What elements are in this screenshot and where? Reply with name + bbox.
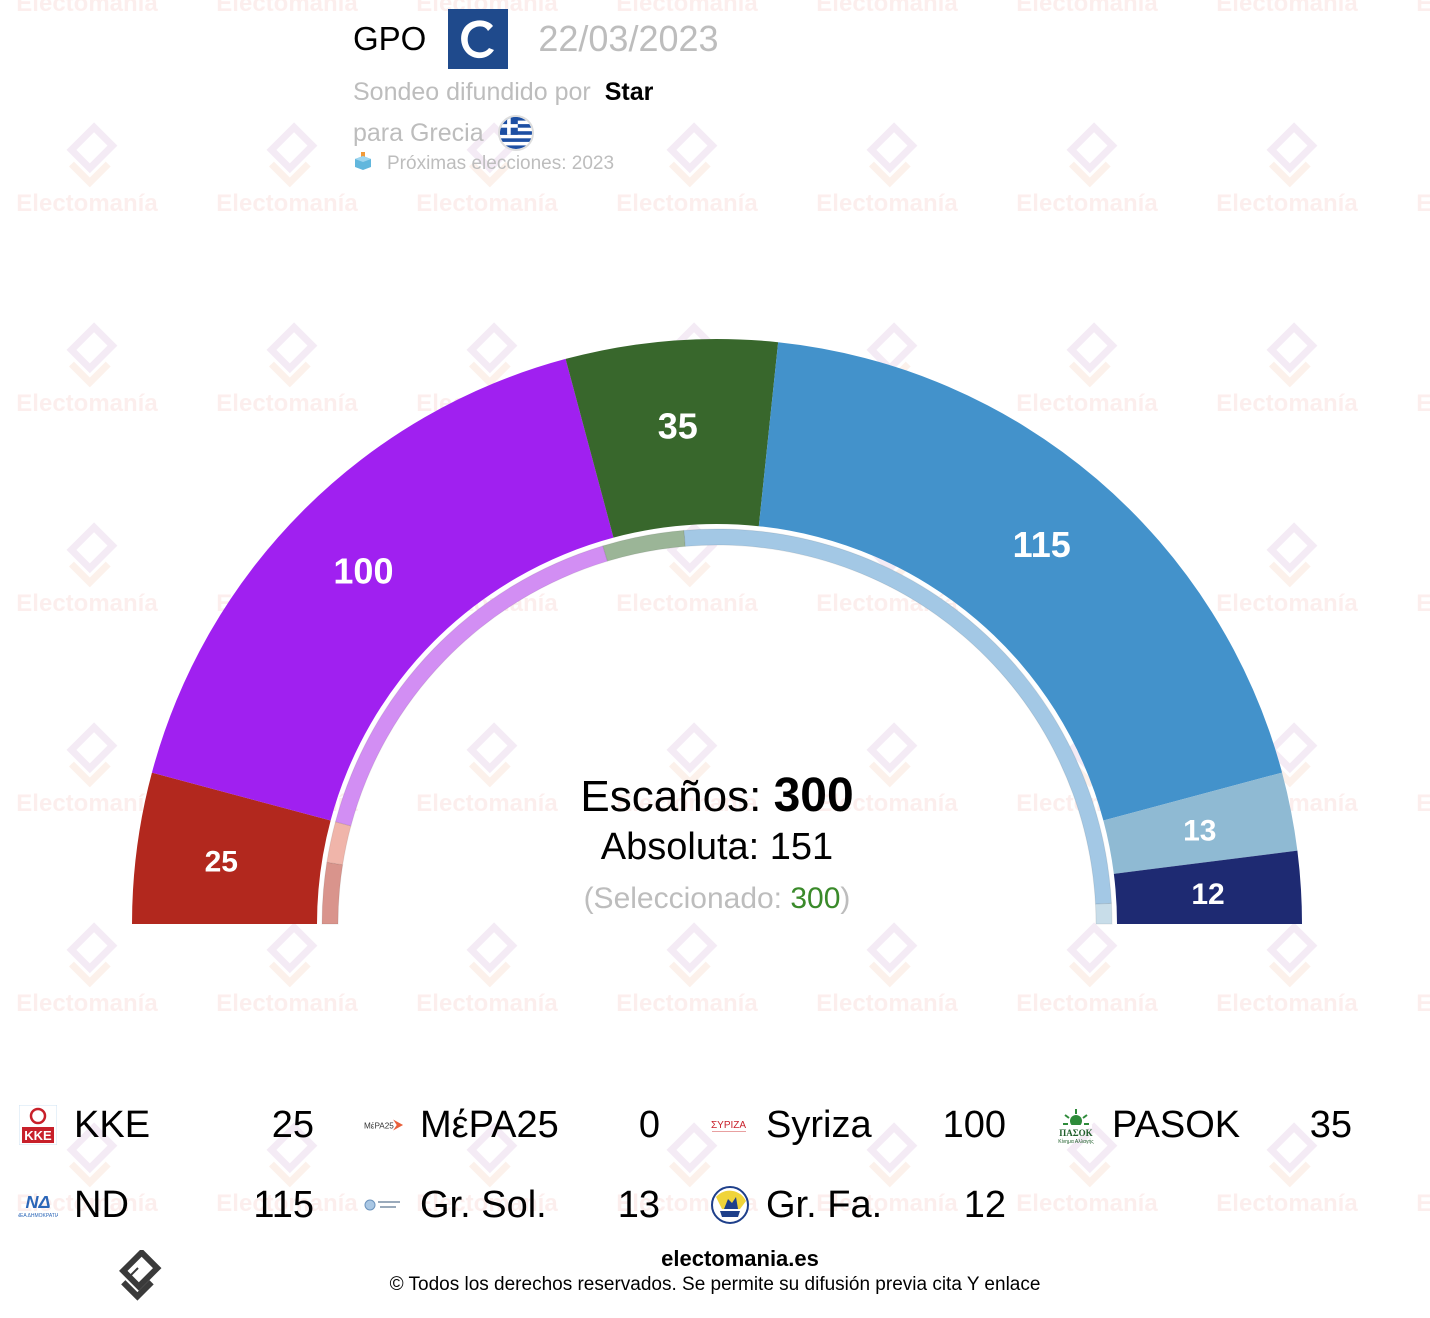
svg-text:Κίνημα Αλλαγής: Κίνημα Αλλαγής xyxy=(1058,1138,1094,1145)
gpo-logo-icon xyxy=(448,9,509,69)
legend-value: 115 xyxy=(253,1184,314,1226)
greek-solution-logo-icon xyxy=(364,1185,404,1225)
seat-segment-nd[interactable] xyxy=(758,342,1283,821)
svg-text:ΠΑΣΟΚ: ΠΑΣΟΚ xyxy=(1059,1128,1092,1138)
published-by-label: Sondeo difundido por xyxy=(353,78,591,106)
electomania-logo-icon xyxy=(108,1248,164,1311)
seat-segment-kke[interactable] xyxy=(132,772,331,924)
copyright-text: © Todos los derechos reservados. Se perm… xyxy=(389,1274,1041,1295)
seats-total: 300 xyxy=(773,769,854,822)
legend-name: Gr. Sol. xyxy=(420,1183,547,1226)
legend-value: 35 xyxy=(1309,1104,1352,1146)
legend-item-mera25[interactable]: MέPA25 MέPA25 xyxy=(364,1100,559,1150)
seat-label: 100 xyxy=(333,550,393,591)
country-label: para Grecia xyxy=(353,118,484,147)
selected-value: 300 xyxy=(790,882,841,915)
seat-label: 115 xyxy=(1013,524,1071,565)
inner-segment-mpa[interactable] xyxy=(326,821,352,866)
legend-item-greek-fa[interactable]: Gr. Fa. xyxy=(710,1180,882,1230)
legend-item-nd[interactable]: ΝΔ ΝΕΑ ΔΗΜΟΚΡΑΤΙΑ ND xyxy=(18,1180,129,1230)
svg-text:KKE: KKE xyxy=(24,1128,52,1143)
seats-label: Escaños: xyxy=(580,772,762,821)
svg-text:ΝΕΑ ΔΗΜΟΚΡΑΤΙΑ: ΝΕΑ ΔΗΜΟΚΡΑΤΙΑ xyxy=(18,1213,58,1219)
svg-text:Electomanía: Electomanía xyxy=(1216,1190,1358,1217)
pasok-logo-icon: ΠΑΣΟΚ Κίνημα Αλλαγής xyxy=(1056,1105,1096,1145)
legend-name: MέPA25 xyxy=(420,1103,559,1146)
svg-text:ΝΔ: ΝΔ xyxy=(25,1192,50,1212)
legend-value: 25 xyxy=(271,1104,314,1146)
legend-value: 13 xyxy=(617,1184,660,1226)
legend-name: PASOK xyxy=(1112,1103,1241,1146)
legend-item-pasok[interactable]: ΠΑΣΟΚ Κίνημα Αλλαγής PASOK xyxy=(1056,1100,1240,1150)
legend-name: KKE xyxy=(74,1103,151,1146)
nd-logo-icon: ΝΔ ΝΕΑ ΔΗΜΟΚΡΑΤΙΑ xyxy=(18,1185,58,1225)
seat-label: 35 xyxy=(658,406,698,447)
seat-segment-pasok[interactable] xyxy=(565,339,779,538)
legend-item-kke[interactable]: KKE KKE xyxy=(18,1100,150,1150)
total-seats: Escaños: 300 xyxy=(417,768,1017,823)
hemicycle-chart: 25 100 35 115 13 12 xyxy=(132,339,1302,925)
pollster-name: GPO xyxy=(353,20,427,57)
poll-date: 22/03/2023 xyxy=(538,18,719,59)
legend-value: 12 xyxy=(963,1184,1006,1226)
legend-name: Gr. Fa. xyxy=(766,1183,883,1226)
next-elections-label: Próximas elecciones: 2023 xyxy=(387,153,615,174)
inner-segment-others[interactable] xyxy=(1094,902,1113,925)
seat-label: 25 xyxy=(205,846,238,879)
seat-label: 13 xyxy=(1183,814,1216,847)
legend-name: ND xyxy=(74,1183,129,1226)
inner-segment-pasok[interactable] xyxy=(602,529,686,562)
svg-text:MέPA25: MέPA25 xyxy=(364,1122,394,1131)
svg-text:Electomanía: Electomanía xyxy=(1416,1190,1430,1217)
svg-text:ΣΥΡΙΖΑ: ΣΥΡΙΖΑ xyxy=(711,1120,746,1131)
selected-seats: (Seleccionado: 300) xyxy=(583,882,851,915)
seat-label: 12 xyxy=(1191,878,1224,911)
legend-name: Syriza xyxy=(766,1103,872,1146)
mera25-logo-icon: MέPA25 xyxy=(364,1105,404,1145)
greek-fa-logo-icon xyxy=(710,1185,750,1225)
site-link[interactable]: electomania.es xyxy=(661,1246,819,1271)
svg-text:Electomanía: Electomanía xyxy=(1016,1190,1158,1217)
media-name: Star xyxy=(604,78,654,106)
kke-logo-icon: KKE xyxy=(18,1105,58,1145)
legend-value: 0 xyxy=(638,1104,660,1146)
syriza-logo-icon: ΣΥΡΙΖΑ xyxy=(710,1105,750,1145)
majority-label: Absoluta: 151 xyxy=(600,826,834,868)
poll-header: GPO 22/03/2023 Sondeo difundido por Star… xyxy=(353,8,719,177)
seat-segment-syriza[interactable] xyxy=(151,358,614,821)
seat-segment-grfa[interactable] xyxy=(1113,850,1302,924)
inner-segment-syriza[interactable] xyxy=(334,545,609,827)
legend-value: 100 xyxy=(942,1104,1006,1146)
greece-flag-icon xyxy=(497,115,534,151)
ballot-box-icon xyxy=(353,151,373,177)
legend-item-syriza[interactable]: ΣΥΡΙΖΑ Syriza xyxy=(710,1100,872,1150)
legend-item-greek-solution[interactable]: Gr. Sol. xyxy=(364,1180,547,1230)
inner-segment-kke[interactable] xyxy=(321,861,344,925)
seat-segment-grsol[interactable] xyxy=(1103,772,1298,874)
